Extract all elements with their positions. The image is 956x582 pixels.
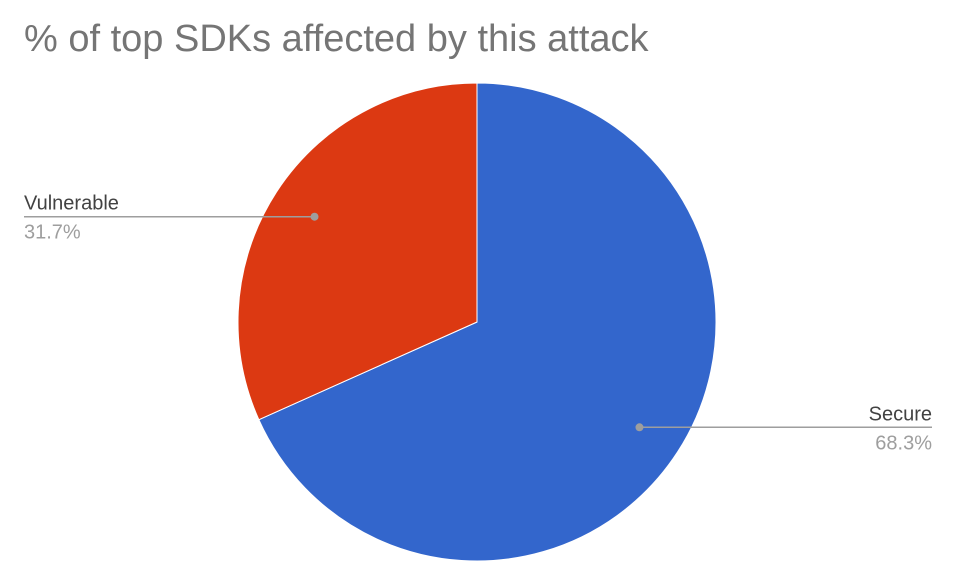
pie-slices [237, 82, 717, 562]
pie-slice-vulnerable [237, 82, 478, 421]
slice-percent-secure: 68.3% [875, 432, 932, 454]
slice-percent-vulnerable: 31.7% [24, 222, 81, 244]
slice-label-secure: Secure [869, 403, 932, 425]
pie-labels: Secure 68.3% Vulnerable 31.7% [24, 193, 932, 454]
pie-slice-secure [258, 82, 717, 562]
slice-label-vulnerable: Vulnerable [24, 193, 119, 215]
chart-title: % of top SDKs affected by this attack [24, 18, 649, 60]
